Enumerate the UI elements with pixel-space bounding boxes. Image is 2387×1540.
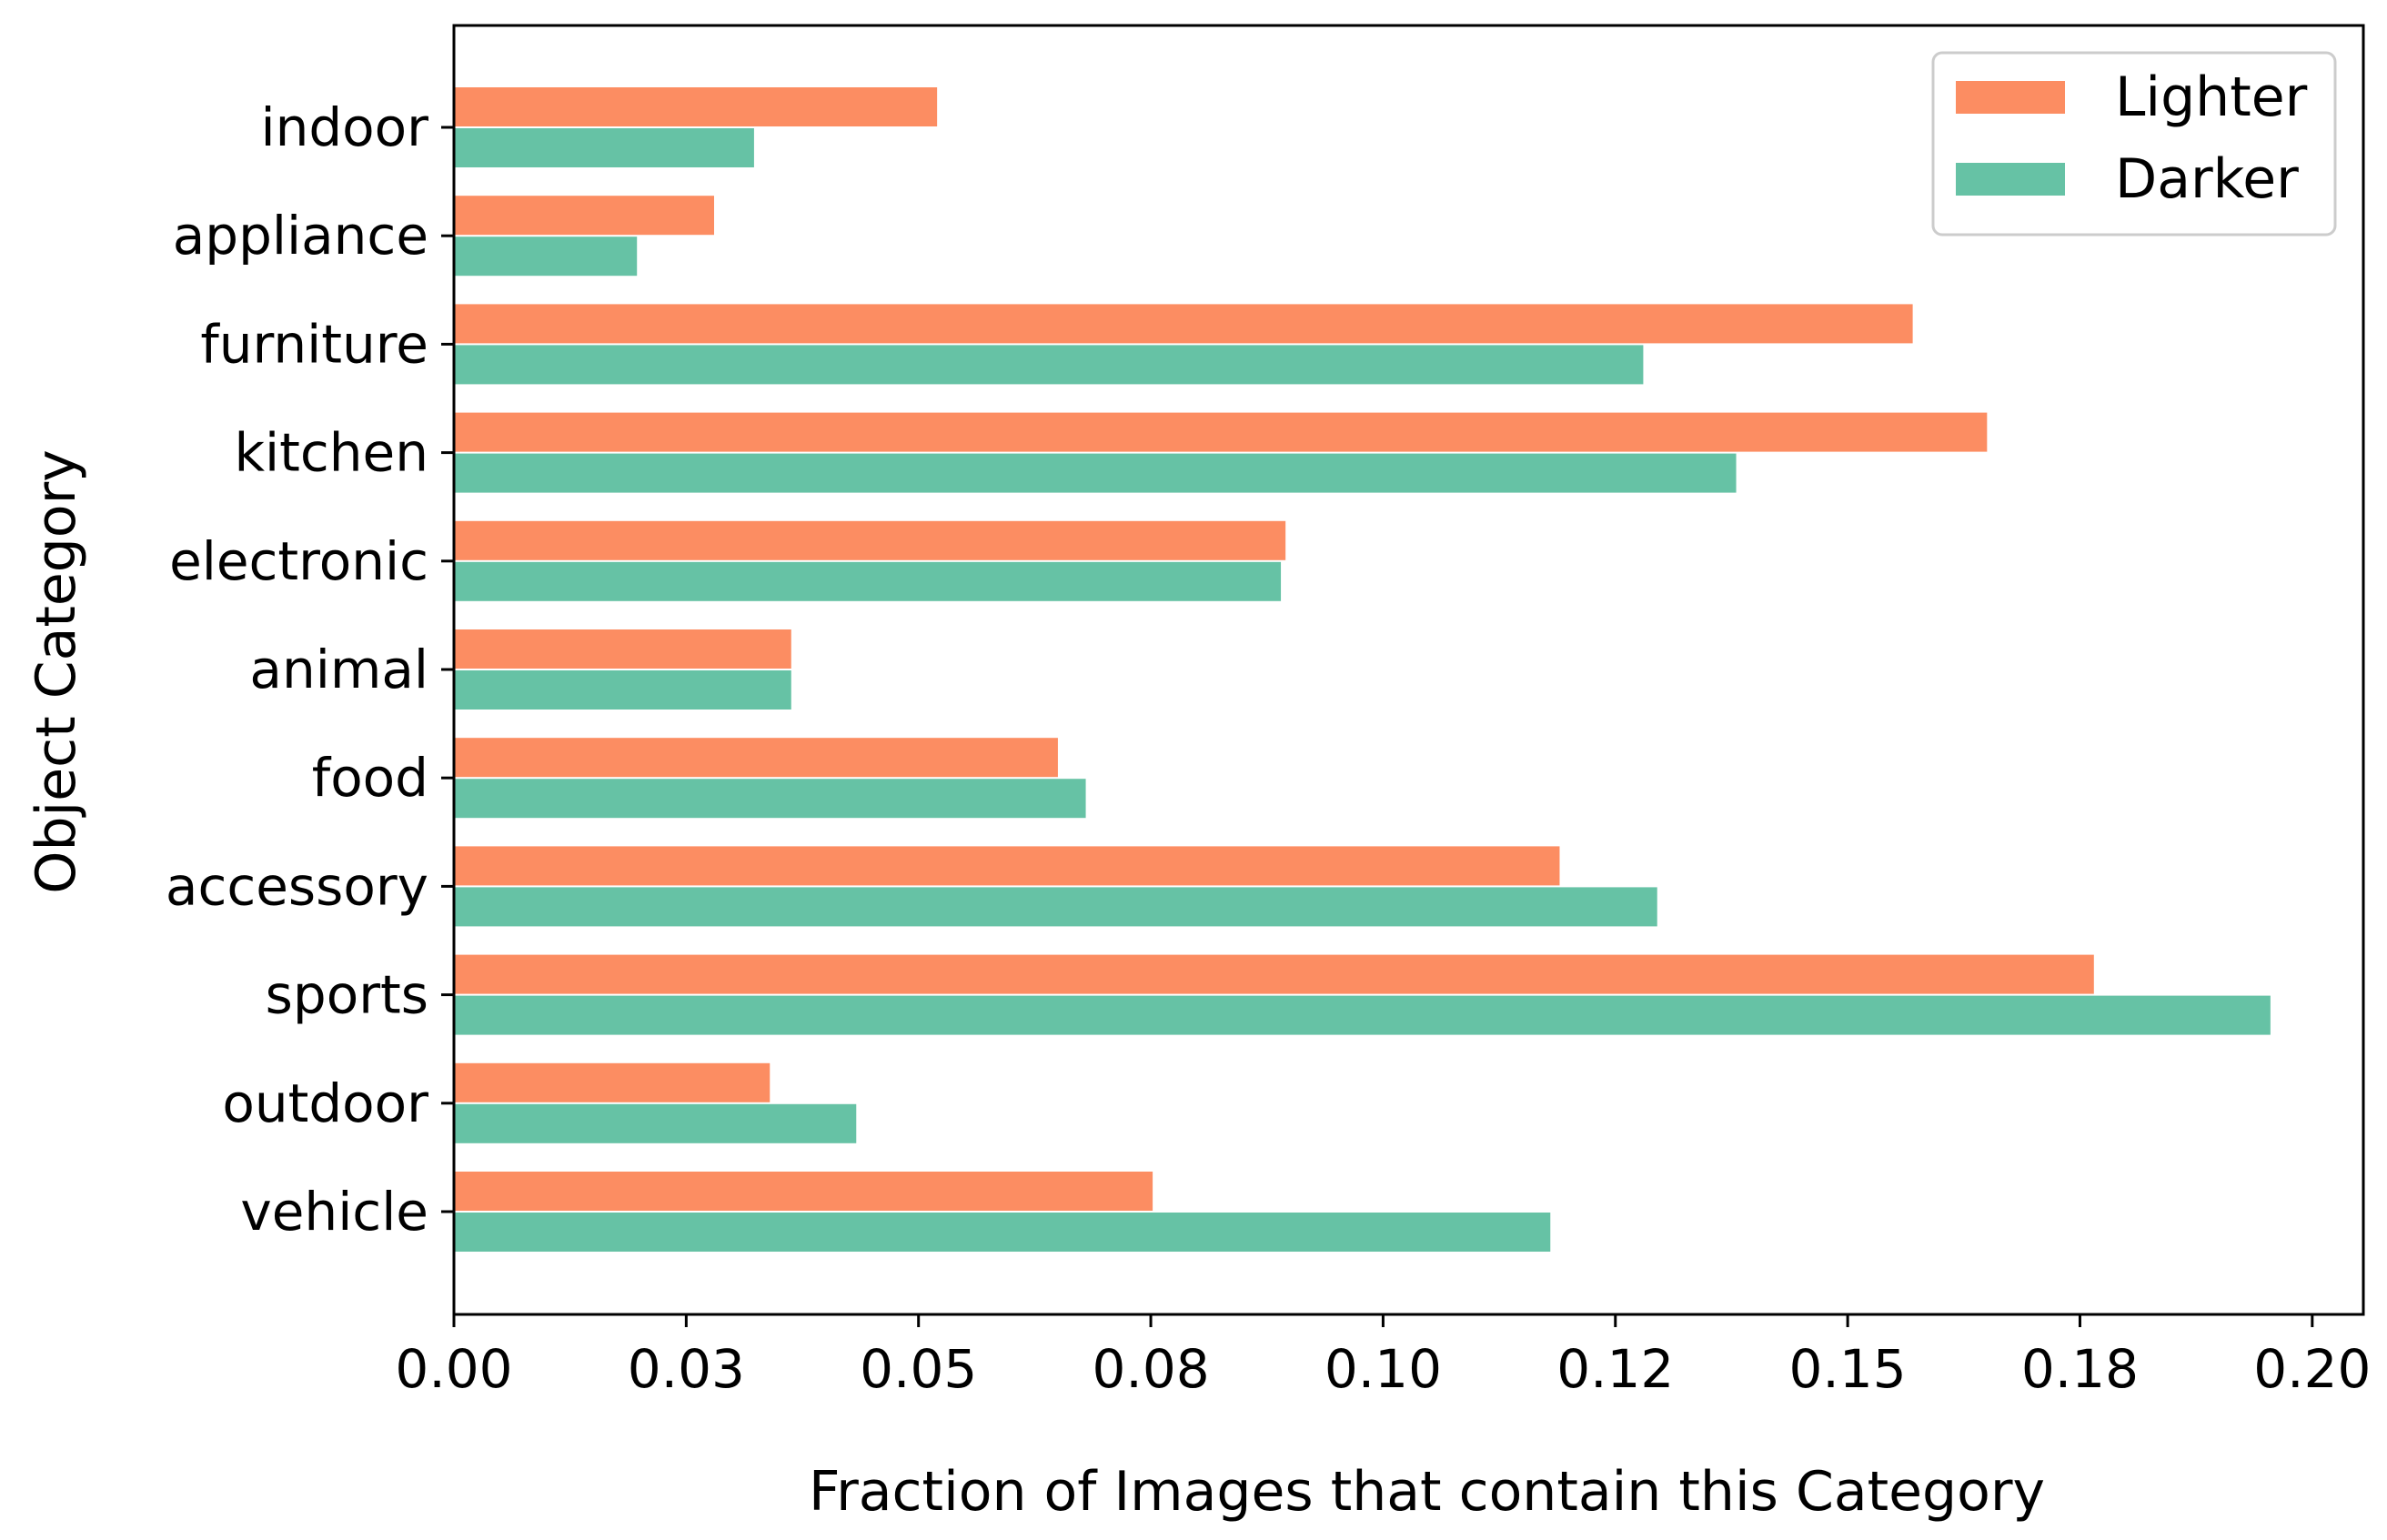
bar-lighter-indoor: [454, 87, 938, 126]
bar-lighter-appliance: [454, 196, 714, 236]
x-tick-label: 0.08: [1092, 1338, 1209, 1400]
x-axis-title: Fraction of Images that contain this Cat…: [809, 1460, 2045, 1524]
y-tick-label-accessory: accessory: [166, 855, 428, 917]
bar-lighter-outdoor: [454, 1062, 770, 1102]
legend-swatch-lighter: [1956, 81, 2065, 114]
x-tick-label: 0.03: [628, 1338, 745, 1400]
y-tick-label-kitchen: kitchen: [234, 422, 428, 484]
y-tick-label-indoor: indoor: [260, 96, 428, 158]
x-tick-label: 0.05: [860, 1338, 977, 1400]
x-tick-label: 0.10: [1324, 1338, 1442, 1400]
bar-lighter-animal: [454, 629, 791, 669]
y-tick-label-food: food: [312, 747, 428, 809]
y-tick-label-sports: sports: [266, 964, 428, 1026]
bar-lighter-sports: [454, 954, 2094, 994]
x-tick-label: 0.20: [2253, 1338, 2371, 1400]
bar-darker-indoor: [454, 128, 754, 167]
y-tick-label-furniture: furniture: [200, 313, 428, 375]
bar-darker-furniture: [454, 345, 1644, 385]
y-tick-label-electronic: electronic: [169, 530, 428, 592]
x-tick-label: 0.12: [1556, 1338, 1674, 1400]
bars-layer: [454, 87, 2271, 1252]
y-axis-title: Object Category: [25, 449, 88, 894]
bar-darker-kitchen: [454, 453, 1737, 493]
y-tick-label-vehicle: vehicle: [240, 1181, 428, 1243]
bar-darker-outdoor: [454, 1103, 857, 1143]
legend-label-lighter: Lighter: [2115, 65, 2308, 129]
bar-lighter-furniture: [454, 304, 1913, 344]
y-tick-label-animal: animal: [249, 639, 428, 700]
x-tick-label: 0.00: [395, 1338, 512, 1400]
y-tick-label-outdoor: outdoor: [222, 1072, 428, 1134]
legend-label-darker: Darker: [2115, 147, 2299, 211]
y-tick-label-appliance: appliance: [173, 205, 428, 267]
bar-darker-food: [454, 779, 1086, 819]
bar-darker-electronic: [454, 561, 1282, 601]
bar-darker-sports: [454, 995, 2271, 1035]
bar-darker-animal: [454, 670, 791, 710]
bar-lighter-kitchen: [454, 412, 1988, 452]
x-tick-label: 0.15: [1789, 1338, 1907, 1400]
y-axis-ticks: indoor appliance furniture kitchen electroni…: [166, 96, 454, 1243]
legend: Lighter Darker: [1931, 51, 2337, 237]
bar-darker-accessory: [454, 887, 1657, 927]
bar-lighter-accessory: [454, 846, 1560, 886]
bar-lighter-food: [454, 738, 1058, 778]
legend-swatch-darker: [1956, 163, 2065, 196]
bar-darker-appliance: [454, 237, 638, 277]
x-tick-label: 0.18: [2021, 1338, 2139, 1400]
bar-lighter-electronic: [454, 520, 1286, 560]
x-axis-ticks: 0.00 0.03 0.05 0.08 0.10 0.12 0.15 0.18 0.20: [395, 1314, 2371, 1400]
bar-darker-vehicle: [454, 1213, 1551, 1252]
bar-lighter-vehicle: [454, 1172, 1153, 1211]
